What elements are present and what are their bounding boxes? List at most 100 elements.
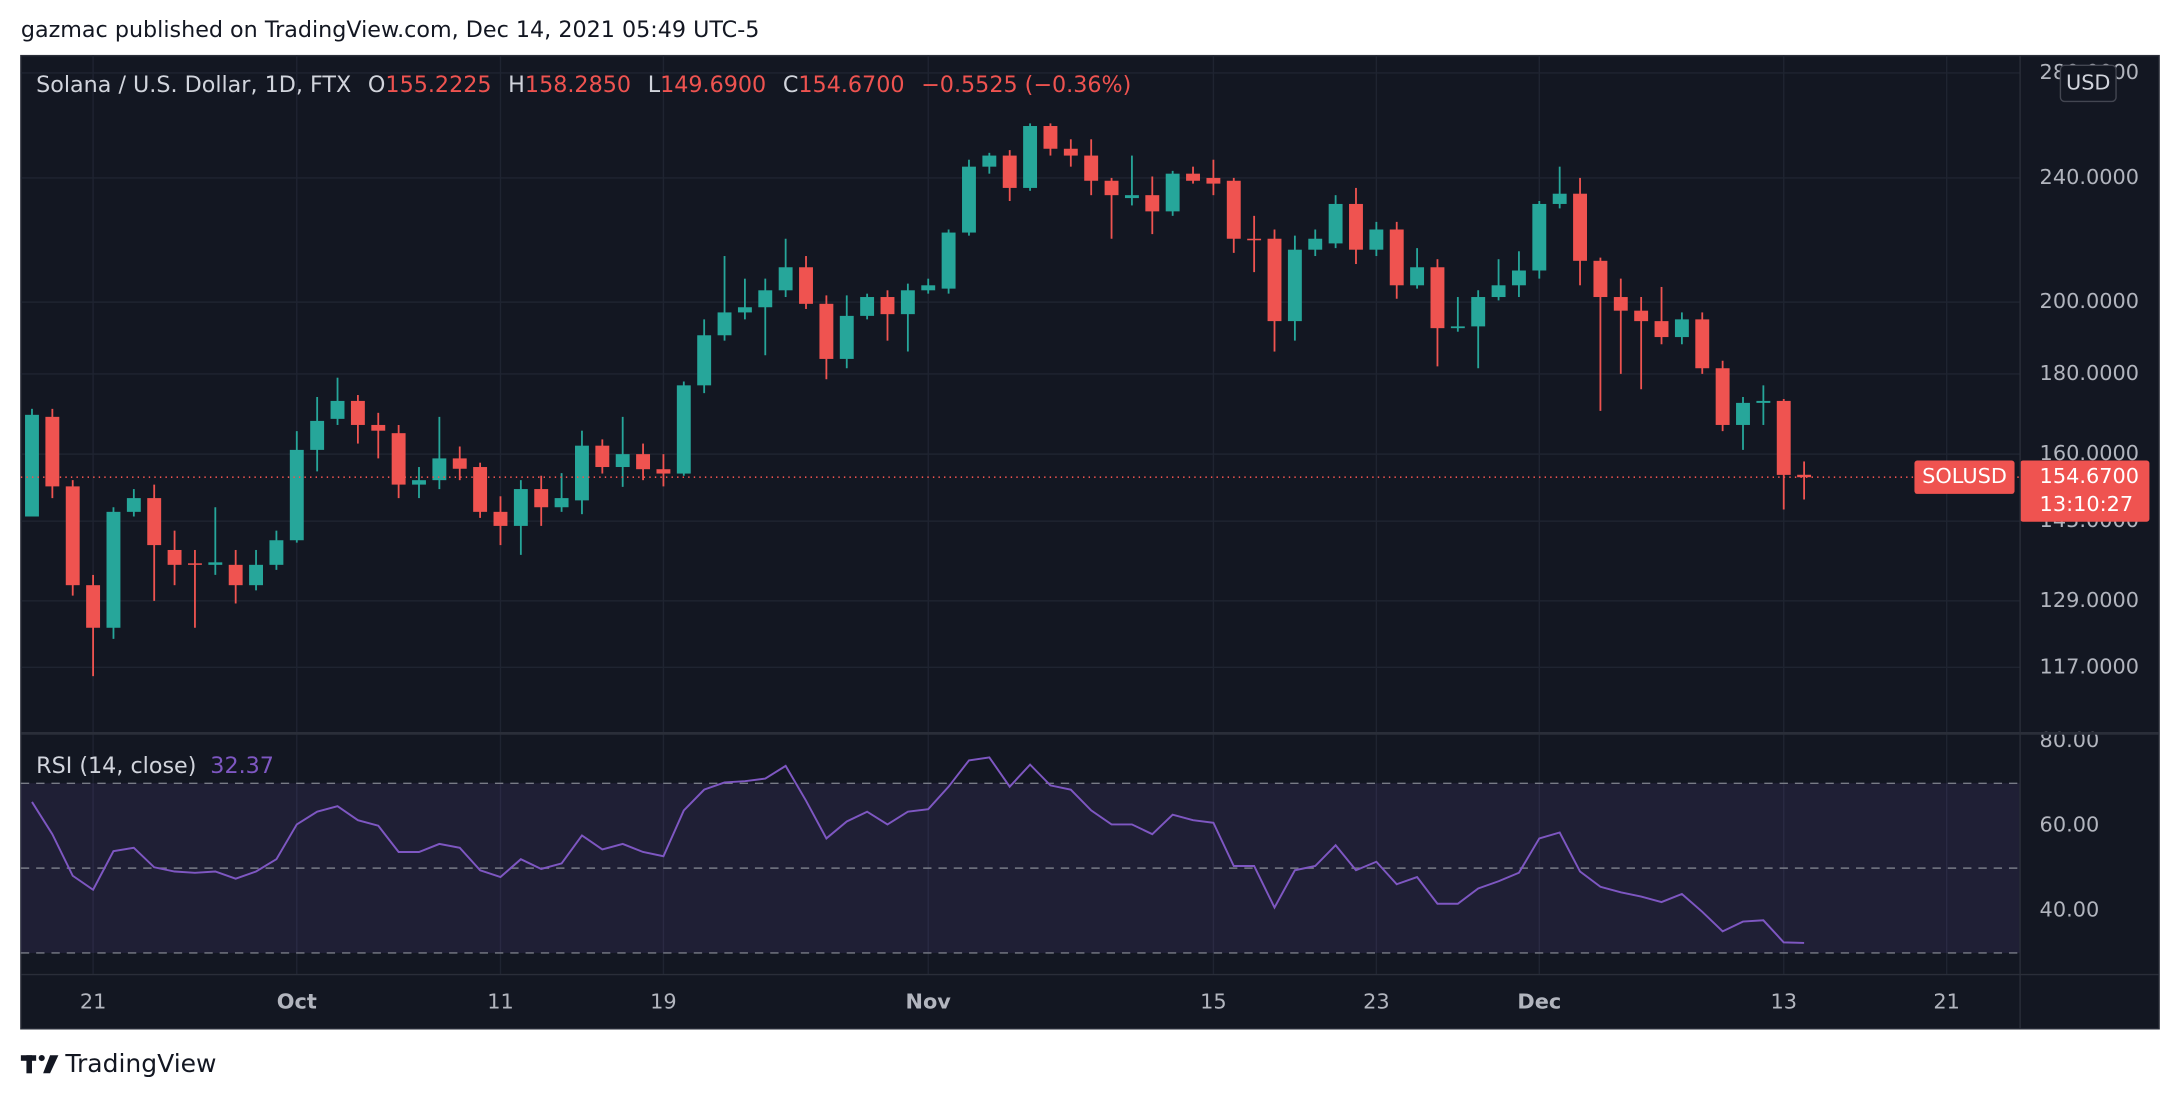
legend-value: 155.2225: [385, 71, 491, 97]
candle-body: [1002, 155, 1017, 188]
legend: Solana / U.S. Dollar, 1D, FTX O155.2225 H1…: [36, 71, 1131, 97]
candle-body: [1124, 195, 1139, 199]
candle-body: [187, 563, 202, 565]
legend-key: H: [508, 71, 525, 97]
y-tick-label: 240.0000: [2040, 165, 2139, 189]
legend-value: 158.2850: [525, 71, 631, 97]
candle-body: [1084, 155, 1099, 181]
candle-body: [595, 445, 610, 468]
candle-body: [737, 307, 752, 313]
candle-body: [1023, 126, 1038, 188]
candle-body: [1695, 319, 1710, 369]
candle-body: [1450, 326, 1465, 329]
candle-body: [412, 480, 426, 485]
candle-body: [717, 312, 732, 336]
candle-body: [208, 562, 223, 565]
candle-body: [1145, 195, 1160, 212]
candle-body: [1797, 474, 1812, 478]
candle-body: [1511, 270, 1526, 286]
candle-body: [1206, 177, 1221, 184]
candle-body: [249, 564, 263, 586]
candle-body: [1389, 229, 1404, 286]
x-tick-label: 15: [1200, 989, 1227, 1013]
candle-body: [921, 285, 936, 291]
currency-button: [2059, 64, 2117, 103]
candle-body: [1634, 310, 1649, 322]
x-tick-label: 13: [1770, 989, 1797, 1013]
candle-body: [1369, 229, 1384, 250]
candle-body: [1165, 173, 1180, 212]
candle-body: [310, 420, 325, 450]
candle-body: [452, 458, 467, 469]
candle-body: [513, 489, 528, 526]
candle-body: [126, 498, 141, 512]
candle-body: [778, 267, 793, 291]
candle-body: [982, 155, 997, 167]
candle-body: [391, 433, 406, 485]
candle-body: [839, 315, 854, 359]
logo-part: [26, 1055, 32, 1074]
candle-body: [147, 498, 162, 546]
candle-body: [1756, 400, 1771, 403]
candle-body: [493, 511, 508, 526]
candle-body: [962, 166, 976, 233]
candle-body: [432, 458, 447, 481]
candle-body: [167, 549, 182, 565]
grid-layer: [20, 55, 2021, 975]
candle-body: [758, 290, 773, 308]
candle-body: [615, 454, 630, 468]
candle-body: [1491, 285, 1506, 298]
candle-body: [1247, 238, 1262, 241]
price-tag: [2020, 460, 2150, 522]
y-tick-label: 180.0000: [2040, 361, 2139, 385]
candle-body: [1226, 180, 1241, 239]
candle-body: [1349, 203, 1363, 250]
price-tag-countdown: 13:10:27: [2040, 492, 2134, 516]
candle-body: [1613, 297, 1628, 311]
candle-body: [1410, 267, 1425, 286]
candle-body: [228, 564, 243, 586]
candle-body: [1593, 260, 1608, 298]
candle-body: [1674, 319, 1689, 338]
brand-logo: [20, 1054, 59, 1074]
candle-body: [697, 335, 712, 386]
candle-body: [941, 232, 956, 289]
x-tick-label: Nov: [906, 989, 952, 1013]
candle-body: [1471, 297, 1486, 327]
rsi-tick-label: 60.00: [2040, 813, 2100, 837]
candle-body: [473, 467, 488, 512]
legend-key: L: [648, 71, 661, 97]
candle-body: [1736, 402, 1750, 425]
candle-body: [65, 486, 80, 586]
y-tick-label: 129.0000: [2040, 588, 2139, 612]
legend-value: 149.6900: [660, 71, 766, 97]
logo-part: [43, 1055, 59, 1074]
legend-key: C: [783, 71, 799, 97]
candle-body: [1186, 173, 1200, 181]
x-tick-label: Oct: [277, 989, 317, 1013]
rsi-tick-label: 40.00: [2040, 898, 2100, 922]
publish-info: gazmac published on TradingView.com, Dec…: [21, 17, 760, 43]
brand-name: TradingView: [64, 1049, 216, 1078]
candle-body: [799, 267, 813, 304]
overlay-layer: 280.0000240.0000200.0000180.0000160.0000…: [20, 60, 2150, 1013]
currency-label: USD: [2066, 70, 2111, 94]
candle-body: [1063, 148, 1078, 156]
y-tick-label: 117.0000: [2040, 654, 2139, 678]
candle-body: [676, 385, 691, 474]
rsi-legend: RSI (14, close) 32.37: [36, 753, 274, 779]
symbol-tag-text: SOLUSD: [1922, 464, 2007, 488]
candle-body: [900, 290, 915, 315]
candle-body: [371, 424, 386, 431]
candle-body: [1573, 193, 1587, 261]
price-tag-value: 154.6700: [2040, 464, 2139, 488]
candle-body: [1776, 400, 1791, 475]
symbol-tag: [1914, 460, 2015, 494]
candle-body: [1552, 193, 1567, 204]
candle-body: [1715, 368, 1730, 425]
candle-body: [636, 454, 651, 470]
candle-body: [1532, 203, 1547, 271]
x-tick-label: 11: [487, 989, 514, 1013]
candle-body: [575, 445, 589, 501]
